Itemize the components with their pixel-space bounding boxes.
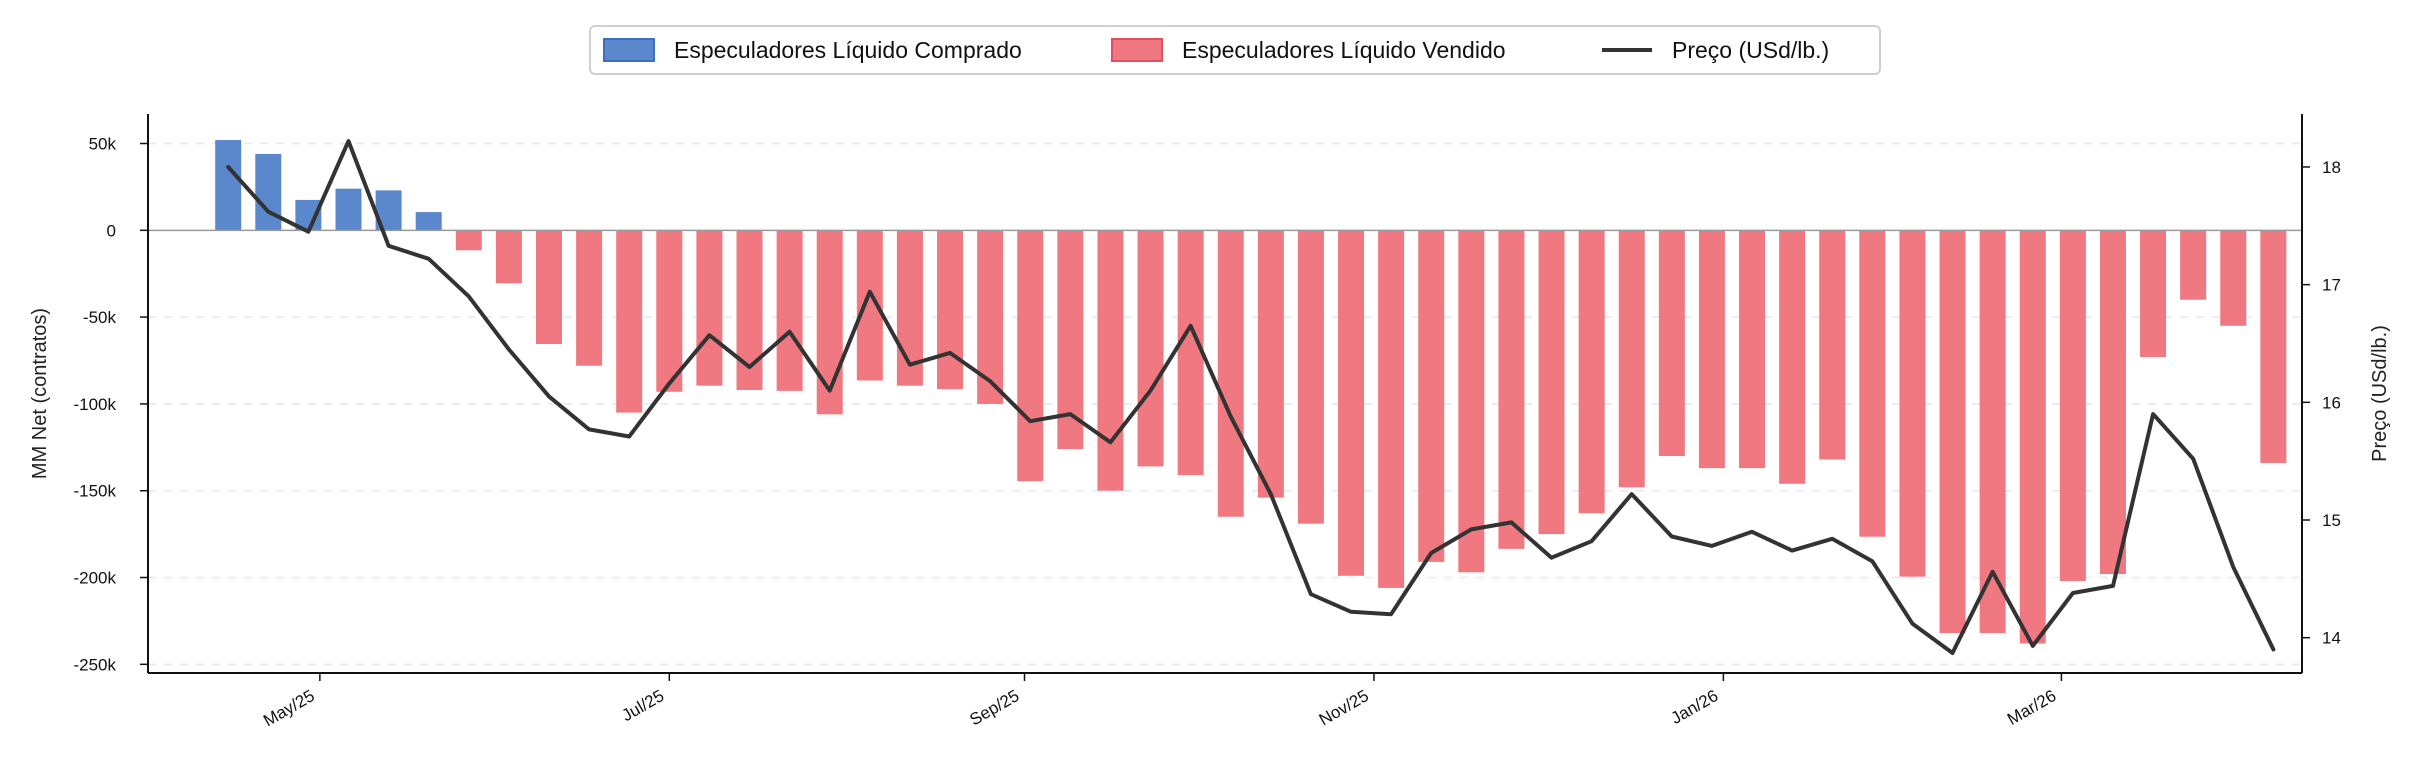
bar-short: [2220, 230, 2247, 326]
y2-axis-ticks: 18 17 16 15 14: [2302, 158, 2341, 648]
y-tick-label: 50k: [89, 135, 117, 154]
bar-short: [1819, 230, 1846, 460]
bar-short: [1939, 230, 1966, 634]
legend-label: Preço (USd/lb.): [1672, 37, 1829, 63]
bar-short: [1658, 230, 1685, 456]
legend-label: Especuladores Líquido Vendido: [1182, 37, 1506, 63]
bar-short: [1979, 230, 2006, 634]
bar-short: [1779, 230, 1806, 484]
bar-short: [536, 230, 563, 345]
x-tick-label: Mar/26: [2004, 686, 2059, 729]
bar-short: [1899, 230, 1926, 577]
bar-short: [2059, 230, 2086, 581]
bar-short: [656, 230, 683, 392]
x-tick-label: Jan/26: [1668, 686, 1722, 728]
bar-short: [1859, 230, 1886, 537]
bar-short: [1297, 230, 1324, 524]
legend: Especuladores Líquido Comprado Especulado…: [589, 25, 1881, 75]
bar-short: [1137, 230, 1164, 467]
bar-short: [1177, 230, 1204, 476]
y-tick-label: -200k: [73, 569, 116, 588]
bar-short: [1257, 230, 1284, 498]
bar-short: [495, 230, 522, 284]
y2-axis-title: Preço (USd/lb.): [2369, 325, 2391, 462]
bar-short: [2140, 230, 2167, 358]
bar-short: [1739, 230, 1766, 469]
bar-short: [1458, 230, 1485, 573]
y2-tick-label: 18: [2322, 158, 2341, 177]
bar-long: [335, 188, 362, 231]
bar-short: [455, 230, 482, 251]
y2-tick-label: 16: [2322, 393, 2341, 412]
x-tick-label: May/25: [260, 686, 318, 730]
bar-short: [616, 230, 643, 413]
y-tick-label: 0: [107, 221, 116, 240]
bar-long: [255, 153, 282, 231]
bar-long: [215, 140, 242, 231]
legend-label: Especuladores Líquido Comprado: [674, 37, 1022, 63]
bar-short: [1618, 230, 1645, 488]
y-tick-label: -150k: [73, 482, 116, 501]
y-tick-label: -250k: [73, 655, 116, 674]
y2-tick-label: 14: [2322, 629, 2341, 648]
y-axis-ticks: 50k 0 -50k -100k -150k -200k -250k: [73, 135, 148, 674]
y2-tick-label: 15: [2322, 511, 2341, 530]
bar-short: [576, 230, 603, 366]
bar-short: [1498, 230, 1525, 549]
legend-box: [589, 25, 1881, 75]
legend-item: Preço (USd/lb.): [1602, 37, 1829, 63]
y2-tick-label: 17: [2322, 276, 2341, 295]
y-axis-title: MM Net (contratos): [29, 308, 51, 479]
price-line: [226, 139, 2276, 655]
bar-short: [1338, 230, 1365, 576]
bar-short: [1217, 230, 1244, 517]
legend-item: Especuladores Líquido Comprado: [603, 37, 1022, 63]
price-series: [226, 139, 2276, 655]
legend-swatch: [1111, 38, 1163, 62]
bar-short: [977, 230, 1004, 404]
bar-series: [215, 140, 2287, 644]
bar-short: [1378, 230, 1405, 588]
bar-short: [1097, 230, 1124, 491]
x-tick-label: Nov/25: [1316, 686, 1372, 729]
bar-short: [1017, 230, 1044, 482]
legend-swatch: [603, 38, 655, 62]
bar-short: [736, 230, 763, 391]
bar-short: [937, 230, 964, 390]
bar-short: [1578, 230, 1605, 514]
x-tick-label: Sep/25: [966, 686, 1022, 729]
bar-short: [776, 230, 803, 391]
bar-short: [2019, 230, 2046, 644]
bar-short: [2180, 230, 2207, 300]
bar-short: [2099, 230, 2126, 575]
bar-short: [1418, 230, 1445, 562]
bar-long: [415, 212, 442, 231]
y-tick-label: -50k: [83, 308, 117, 327]
axes: [147, 114, 2303, 674]
legend-item: Especuladores Líquido Vendido: [1111, 37, 1506, 63]
bar-short: [1538, 230, 1565, 535]
x-tick-label: Jul/25: [619, 686, 668, 725]
bar-short: [2260, 230, 2287, 463]
x-axis-ticks: May/25 Jul/25 Sep/25 Nov/25 Jan/26 Mar/26: [260, 673, 2063, 730]
bar-short: [816, 230, 843, 415]
y-tick-label: -100k: [73, 395, 116, 414]
bar-short: [696, 230, 723, 386]
bar-short: [1698, 230, 1725, 469]
bar-short: [896, 230, 923, 386]
